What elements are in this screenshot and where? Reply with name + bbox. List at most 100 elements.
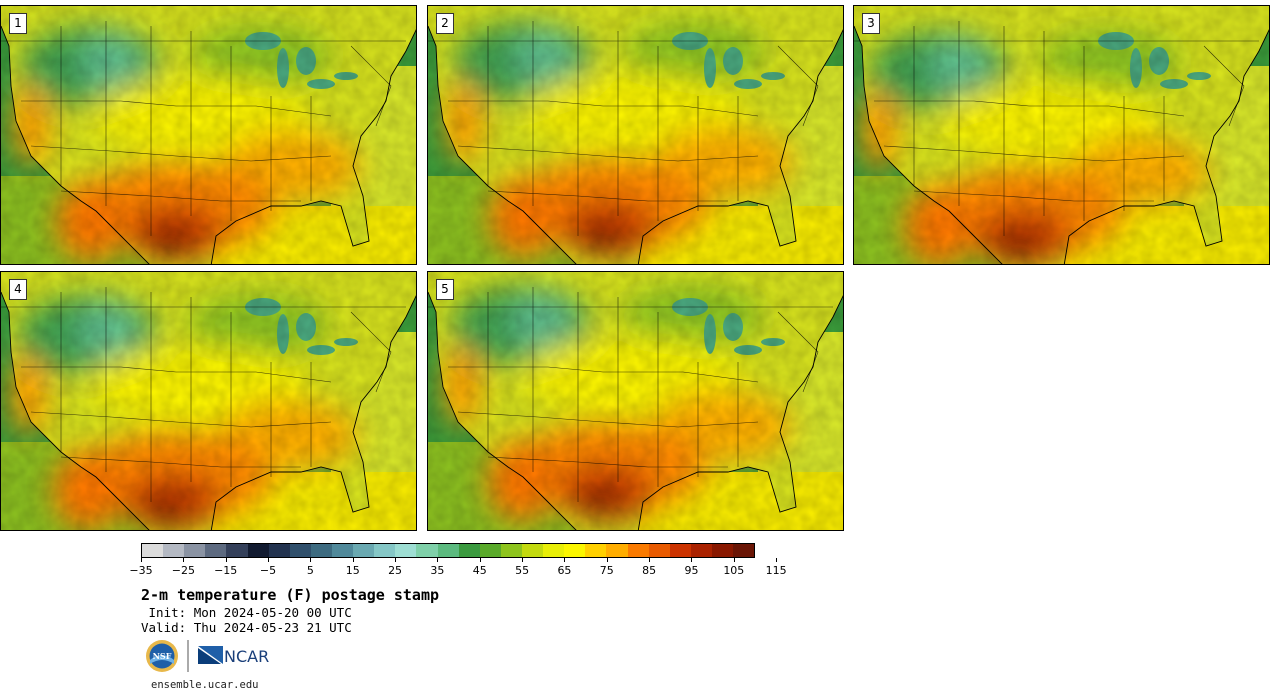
colorbar-swatch (479, 544, 501, 557)
coastline (428, 291, 843, 530)
land-group (1, 6, 416, 264)
stamp-number-label: 1 (9, 13, 27, 34)
colorbar-tick (479, 558, 481, 562)
colorbar-tick-label: 5 (306, 564, 314, 577)
land-group (854, 6, 1269, 264)
map-svg (428, 272, 843, 530)
colorbar-tick (225, 558, 227, 562)
colorbar-tick-label: 25 (388, 564, 403, 577)
colorbar-swatch (585, 544, 607, 557)
colorbar-tick (183, 558, 185, 562)
init-time-line: Init: Mon 2024-05-20 00 UTC (141, 605, 352, 620)
map-svg (854, 6, 1269, 264)
colorbar-swatch (163, 544, 185, 557)
colorbar-swatch (416, 544, 438, 557)
colorbar-swatch (521, 544, 544, 557)
colorbar-tick-label: 115 (765, 564, 787, 577)
stamp-number-label: 3 (862, 13, 880, 34)
init-label: Init: (141, 605, 187, 620)
colorbar-tick-label: 35 (430, 564, 445, 577)
colorbar-tick (437, 558, 439, 562)
colorbar-tick-label: 85 (642, 564, 657, 577)
colorbar-swatch (310, 544, 332, 557)
land-group (428, 6, 843, 264)
terrain-texture (854, 6, 1269, 264)
valid-value: Thu 2024-05-23 21 UTC (193, 620, 352, 635)
postage-stamp-map-4: 4 (0, 271, 417, 531)
postage-stamp-map-3: 3 (853, 5, 1270, 265)
colorbar-swatch (458, 544, 480, 557)
colorbar-tick (268, 558, 270, 562)
colorbar-swatch (331, 544, 354, 557)
colorbar-tick-label: 95 (684, 564, 699, 577)
colorbar-swatch (543, 544, 565, 557)
colorbar-ticks: −35 −25 −15 −5 5 15 25 35 45 55 65 75 85 95 105 115 (129, 558, 787, 578)
stamp-number-label: 5 (436, 279, 454, 300)
init-value: Mon 2024-05-20 00 UTC (193, 605, 352, 620)
state-borders (1, 287, 406, 502)
colorbar-tick-label: −5 (259, 564, 277, 577)
coastline (1, 291, 416, 530)
colorbar-tick (691, 558, 693, 562)
colorbar-swatch (564, 544, 586, 557)
state-borders (428, 287, 833, 502)
colorbar-tick-label: 105 (723, 564, 745, 577)
map-svg (1, 6, 416, 264)
colorbar-swatch (711, 544, 734, 557)
colorbar-tick-label: −25 (171, 564, 195, 577)
colorbar-swatch (627, 544, 649, 557)
colorbar-swatch (395, 544, 417, 557)
colorbar-tick (522, 558, 524, 562)
colorbar-tick-label: 45 (472, 564, 487, 577)
colorbar-swatch (184, 544, 206, 557)
nsf-logo-icon: NSF (146, 640, 178, 672)
site-url: ensemble.ucar.edu (151, 679, 259, 691)
colorbar-tick (733, 558, 735, 562)
colorbar-swatch (247, 544, 269, 557)
colorbar-tick-label: 65 (557, 564, 572, 577)
map-svg (428, 6, 843, 264)
colorbar-swatch (733, 544, 755, 557)
colorbar-tick-label: 55 (515, 564, 530, 577)
coastline (428, 25, 843, 264)
colorbar-tick (395, 558, 397, 562)
colorbar-tick-label: 15 (345, 564, 360, 577)
colorbar-tick (776, 558, 778, 562)
colorbar-swatch (606, 544, 628, 557)
postage-stamp-map-1: 1 (0, 5, 417, 265)
colorbar-tick (649, 558, 651, 562)
plot-title: 2-m temperature (F) postage stamp (141, 586, 440, 604)
colorbar-swatch (353, 544, 375, 557)
state-borders (854, 21, 1259, 236)
colorbar-tick-label: −15 (214, 564, 238, 577)
colorbar-swatch (268, 544, 290, 557)
coastline (854, 25, 1269, 264)
colorbar-swatch (690, 544, 712, 557)
temperature-colorbar (141, 543, 755, 558)
colorbar-tick (606, 558, 608, 562)
terrain-texture (428, 6, 843, 264)
colorbar-tick (564, 558, 566, 562)
colorbar-swatch (648, 544, 670, 557)
colorbar-swatch (142, 544, 164, 557)
terrain-texture (1, 6, 416, 264)
land-group (428, 272, 843, 530)
colorbar-tick-label: 75 (599, 564, 614, 577)
colorbar-tick-label: −35 (129, 564, 153, 577)
colorbar-swatch (374, 544, 396, 557)
stamp-number-label: 4 (9, 279, 27, 300)
postage-stamp-map-2: 2 (427, 5, 844, 265)
nsf-logo-text: NSF (153, 651, 172, 661)
colorbar-swatch (226, 544, 248, 557)
colorbar-tick (310, 558, 312, 562)
sponsor-logos: NSF NCAR (146, 640, 269, 672)
colorbar-swatch (289, 544, 311, 557)
colorbar-swatch (437, 544, 459, 557)
colorbar-tick (352, 558, 354, 562)
colorbar-swatch (205, 544, 227, 557)
state-borders (1, 21, 406, 236)
ncar-logo-text: NCAR (224, 647, 269, 666)
postage-stamp-map-5: 5 (427, 271, 844, 531)
map-svg (1, 272, 416, 530)
land-group (1, 272, 416, 530)
